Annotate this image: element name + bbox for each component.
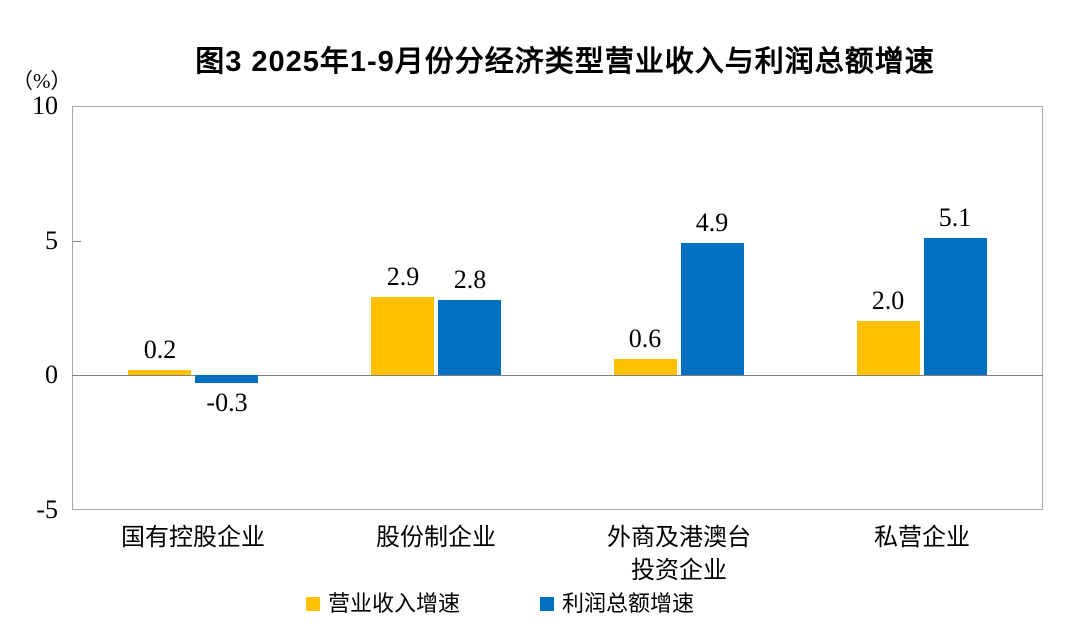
chart-title: 图3 2025年1-9月份分经济类型营业收入与利润总额增速 — [195, 46, 935, 78]
y-tick-label-0: 0 — [45, 360, 58, 389]
legend-item-1: 利润总额增速 — [540, 590, 694, 618]
bar-s0-c2 — [614, 359, 677, 375]
x-category-label-3: 私营企业 — [874, 525, 970, 551]
value-label-s1-c2: 4.9 — [695, 208, 729, 237]
legend-item-0: 营业收入增速 — [305, 590, 460, 618]
legend: 营业收入增速 利润总额增速 — [0, 590, 1000, 618]
y-axis-unit-label: （%） — [12, 69, 72, 93]
value-label-s1-c1: 2.8 — [453, 265, 487, 294]
legend-swatch-icon-1 — [540, 597, 554, 611]
x-category-label-2: 外商及港澳台 投资企业 — [607, 525, 751, 584]
zero-gridline — [72, 375, 1043, 376]
value-label-s0-c2: 0.6 — [628, 324, 662, 353]
bar-s1-c3 — [924, 238, 987, 375]
bar-s1-c0 — [195, 375, 258, 383]
plot-area — [72, 106, 1043, 510]
bar-s0-c3 — [857, 321, 920, 375]
value-label-s1-c3: 5.1 — [938, 203, 972, 232]
value-label-s0-c3: 2.0 — [871, 286, 905, 315]
value-label-s1-c0: -0.3 — [206, 388, 248, 417]
legend-label-1: 利润总额增速 — [562, 591, 695, 616]
value-label-s0-c0: 0.2 — [143, 335, 177, 364]
bar-s1-c1 — [438, 300, 501, 375]
y-tick-mark-5 — [73, 241, 81, 242]
legend-label-0: 营业收入增速 — [327, 591, 460, 616]
value-label-s0-c1: 2.9 — [386, 262, 420, 291]
bar-s0-c0 — [128, 370, 191, 375]
bar-s0-c1 — [371, 297, 434, 375]
y-tick-label-5: 5 — [45, 226, 58, 255]
legend-swatch-icon-0 — [305, 597, 320, 611]
x-category-label-0: 国有控股企业 — [121, 525, 265, 551]
x-category-label-1: 股份制企业 — [376, 525, 496, 551]
bar-s1-c2 — [681, 243, 744, 375]
y-tick-label-10: 10 — [32, 91, 58, 120]
y-tick-label--5: -5 — [36, 495, 58, 524]
